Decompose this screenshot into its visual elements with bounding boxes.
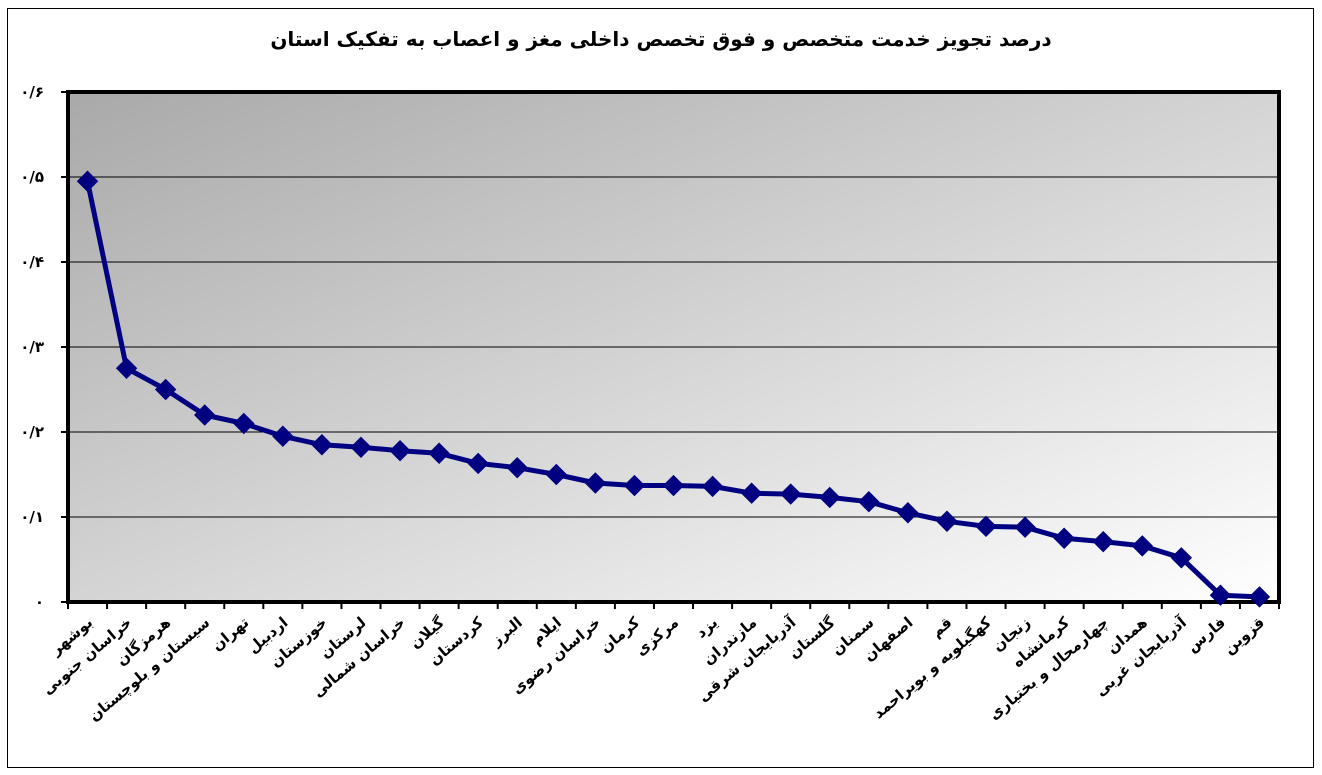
data-point — [584, 472, 607, 494]
data-point — [858, 490, 880, 513]
data-point — [1053, 527, 1075, 549]
x-tick-label: یزد — [692, 613, 721, 641]
data-point — [467, 452, 489, 475]
x-tick-label: قزوین — [1220, 613, 1268, 657]
x-tick-label: فارس — [1183, 613, 1229, 656]
data-point — [428, 442, 450, 464]
data-point — [701, 475, 724, 498]
data-point — [975, 515, 997, 538]
x-tick-label: مرکزی — [632, 613, 682, 659]
y-tick-label: ۰ — [35, 593, 44, 611]
y-tick-label: ۰/۲ — [20, 423, 44, 441]
chart-title: درصد تجویز خدمت متخصص و فوق تخصص داخلی م… — [270, 27, 1052, 51]
data-point — [819, 486, 841, 509]
data-point — [1209, 584, 1232, 606]
data-point — [1248, 586, 1271, 608]
data-point — [389, 439, 411, 462]
data-point — [545, 463, 568, 486]
data-point — [115, 357, 138, 379]
y-tick-label: ۰/۳ — [20, 338, 44, 356]
data-point — [1131, 535, 1153, 557]
y-tick-label: ۰/۶ — [20, 83, 44, 101]
x-tick-label: البرز — [487, 613, 526, 650]
data-point — [350, 436, 372, 459]
data-point — [1170, 547, 1193, 569]
data-point — [662, 474, 685, 497]
y-tick-label: ۰/۴ — [20, 253, 44, 271]
data-point — [154, 378, 177, 401]
data-point — [897, 502, 919, 524]
x-tick-label: قم — [927, 613, 955, 641]
data-point — [779, 483, 802, 505]
series-markers — [76, 170, 1271, 608]
y-axis: ۰ ۰/۱ ۰/۲ ۰/۳ ۰/۴ ۰/۵ ۰/۶ — [20, 83, 68, 611]
data-point — [1014, 516, 1036, 538]
data-point — [623, 474, 646, 497]
data-point — [194, 404, 216, 426]
gridlines — [68, 176, 1279, 518]
data-point — [1092, 530, 1114, 553]
data-point — [506, 456, 528, 479]
data-point — [936, 510, 958, 532]
data-point — [740, 482, 763, 504]
y-tick-label: ۰/۱ — [20, 508, 44, 526]
data-point — [233, 412, 255, 435]
data-point — [311, 434, 333, 456]
data-point — [272, 425, 294, 447]
x-tick-label: تهران — [208, 613, 252, 654]
data-point — [76, 170, 99, 192]
y-tick-label: ۰/۵ — [20, 168, 44, 186]
